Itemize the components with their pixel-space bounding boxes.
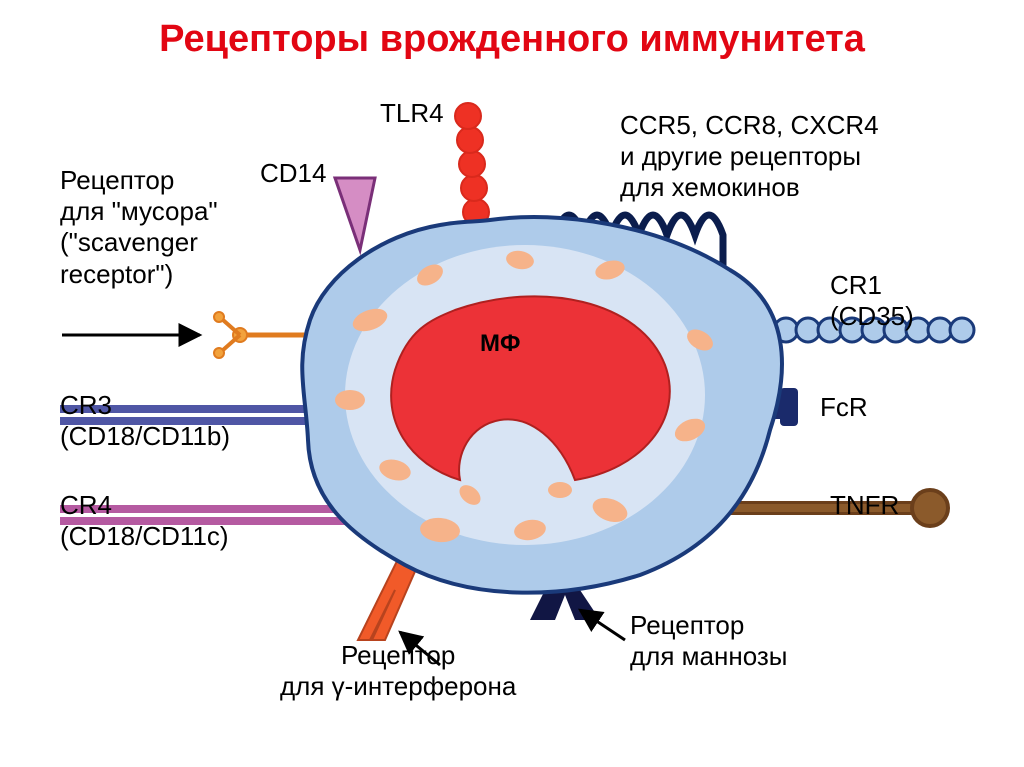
page-title: Рецепторы врожденного иммунитета	[0, 18, 1024, 61]
label-cd14: CD14	[260, 158, 326, 189]
label-cr1: CR1 (CD35)	[830, 270, 914, 332]
label-chemokines: CCR5, CCR8, CXCR4 и другие рецепторы для…	[620, 110, 879, 204]
label-fcr: FcR	[820, 392, 868, 423]
label-scavenger: Рецептор для "мусора" ("scavenger recept…	[60, 165, 218, 290]
label-cr4: CR4 (CD18/CD11c)	[60, 490, 229, 552]
label-cr3: CR3 (CD18/CD11b)	[60, 390, 230, 452]
label-tlr4: TLR4	[380, 98, 444, 129]
label-tnfr: TNFR	[830, 490, 899, 521]
label-ifng: Рецептор для γ-интерферона	[280, 640, 516, 702]
label-mannose: Рецептор для маннозы	[630, 610, 787, 672]
label-cell: МФ	[480, 330, 520, 359]
